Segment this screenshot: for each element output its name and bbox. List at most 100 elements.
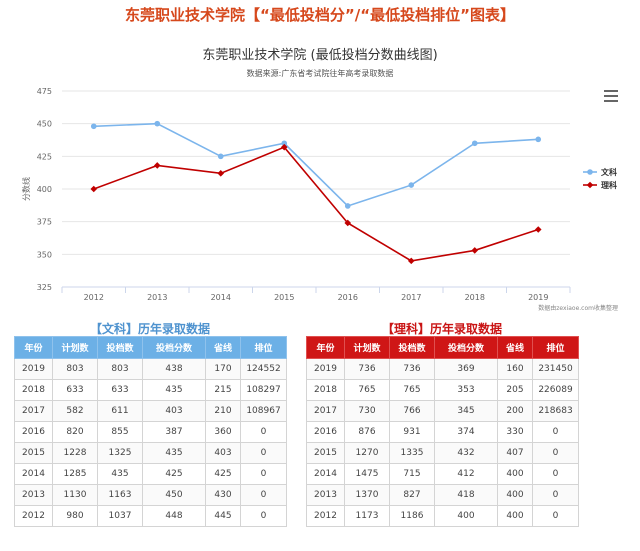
table-cell: 108967 <box>240 400 287 422</box>
table-cell: 2015 <box>14 442 53 464</box>
table-cell: 2016 <box>14 421 53 443</box>
data-point <box>344 203 351 209</box>
table-cell: 387 <box>142 421 206 443</box>
table-row: 2012 980 1037 448 445 0 <box>14 505 287 527</box>
x-tick-label: 2017 <box>401 293 421 302</box>
column-header: 排位 <box>240 336 287 359</box>
column-header: 计划数 <box>52 336 98 359</box>
score-line-chart: 东莞职业技术学院 (最低投档分数曲线图) 数据来源:广东省考试院往年高考录取数据 4… <box>0 38 640 320</box>
series-line <box>93 122 539 207</box>
wen-table-title: 【文科】历年录取数据 <box>89 322 210 336</box>
table-row: 2014 1285 435 425 425 0 <box>14 463 287 485</box>
table-cell: 2018 <box>306 379 345 401</box>
table-cell: 1475 <box>344 463 390 485</box>
table-cell: 2016 <box>306 421 345 443</box>
table-cell: 0 <box>532 463 579 485</box>
table-cell: 400 <box>497 505 533 527</box>
page-title: 东莞职业技术学院【“最低投档分”/“最低投档排位”图表】 <box>125 6 515 24</box>
data-point <box>344 219 352 227</box>
column-header: 省线 <box>497 336 533 359</box>
chart-title: 东莞职业技术学院 (最低投档分数曲线图) <box>202 47 437 63</box>
table-cell: 215 <box>205 379 241 401</box>
column-header: 投档数 <box>389 336 435 359</box>
x-tick-label: 2014 <box>211 293 231 302</box>
table-cell: 980 <box>52 505 98 527</box>
y-tick-label: 325 <box>37 283 52 292</box>
x-tick-label: 2015 <box>274 293 294 302</box>
table-cell: 2017 <box>306 400 345 422</box>
data-point <box>471 247 479 254</box>
table-cell: 226089 <box>532 379 579 401</box>
x-tick-label: 2013 <box>147 293 167 302</box>
table-row: 2018 633 633 435 215 108297 <box>14 379 287 401</box>
table-cell: 425 <box>142 463 206 485</box>
table-cell: 205 <box>497 379 533 401</box>
table-cell: 430 <box>205 484 241 506</box>
y-tick-label: 475 <box>37 87 52 96</box>
table-cell: 2012 <box>306 505 345 527</box>
table-cell: 766 <box>389 400 435 422</box>
table-cell: 715 <box>389 463 435 485</box>
table-cell: 425 <box>205 463 241 485</box>
y-tick-label: 350 <box>37 250 52 259</box>
table-cell: 0 <box>240 484 287 506</box>
column-header: 投档数 <box>97 336 143 359</box>
table-cell: 2015 <box>306 442 345 464</box>
table-row: 2019 736 736 369 160 231450 <box>306 358 579 380</box>
column-header: 投档分数 <box>434 336 498 359</box>
table-cell: 876 <box>344 421 390 443</box>
table-cell: 633 <box>52 379 98 401</box>
table-cell: 2019 <box>14 358 53 380</box>
menu-icon[interactable] <box>604 90 618 102</box>
table-cell: 210 <box>205 400 241 422</box>
table-cell: 1037 <box>97 505 143 527</box>
data-point <box>153 162 161 169</box>
table-cell: 218683 <box>532 400 579 422</box>
table-cell: 412 <box>434 463 498 485</box>
table-cell: 448 <box>142 505 206 527</box>
data-point <box>217 170 225 177</box>
data-point <box>281 140 288 147</box>
data-point <box>217 153 224 160</box>
table-cell: 445 <box>205 505 241 527</box>
x-tick-label: 2016 <box>338 293 358 302</box>
table-cell: 231450 <box>532 358 579 380</box>
series-line <box>93 146 539 262</box>
legend-marker <box>586 181 594 189</box>
table-cell: 400 <box>434 505 498 527</box>
table-cell: 400 <box>497 484 533 506</box>
table-cell: 360 <box>205 421 241 443</box>
li-table-title: 【理科】历年录取数据 <box>381 322 502 336</box>
table-cell: 633 <box>97 379 143 401</box>
table-cell: 2017 <box>14 400 53 422</box>
column-header: 年份 <box>306 336 345 359</box>
data-point <box>90 123 97 130</box>
table-cell: 2014 <box>14 463 53 485</box>
chart-credit: 数据由zexiaoe.com收集整理 <box>538 304 618 312</box>
table-cell: 403 <box>142 400 206 422</box>
table-cell: 1163 <box>97 484 143 506</box>
table-cell: 0 <box>532 484 579 506</box>
data-point <box>534 226 542 233</box>
table-cell: 2013 <box>14 484 53 506</box>
table-cell: 160 <box>497 358 533 380</box>
table-cell: 124552 <box>240 358 287 380</box>
table-row: 2017 730 766 345 200 218683 <box>306 400 579 422</box>
column-header: 省线 <box>205 336 241 359</box>
column-header: 年份 <box>14 336 53 359</box>
table-cell: 435 <box>97 463 143 485</box>
table-cell: 1325 <box>97 442 143 464</box>
column-header: 排位 <box>532 336 579 359</box>
table-cell: 765 <box>344 379 390 401</box>
table-cell: 1285 <box>52 463 98 485</box>
table-cell: 1228 <box>52 442 98 464</box>
table-cell: 2019 <box>306 358 345 380</box>
table-row: 2016 876 931 374 330 0 <box>306 421 579 443</box>
table-cell: 418 <box>434 484 498 506</box>
table-cell: 2018 <box>14 379 53 401</box>
table-cell: 400 <box>497 463 533 485</box>
table-cell: 582 <box>52 400 98 422</box>
table-row: 2015 1270 1335 432 407 0 <box>306 442 579 464</box>
data-point <box>407 257 415 265</box>
wen-admission-table: 年份 计划数 投档数 投档分数 省线 排位 2019 803 803 438 170 124552 2… <box>14 336 287 527</box>
